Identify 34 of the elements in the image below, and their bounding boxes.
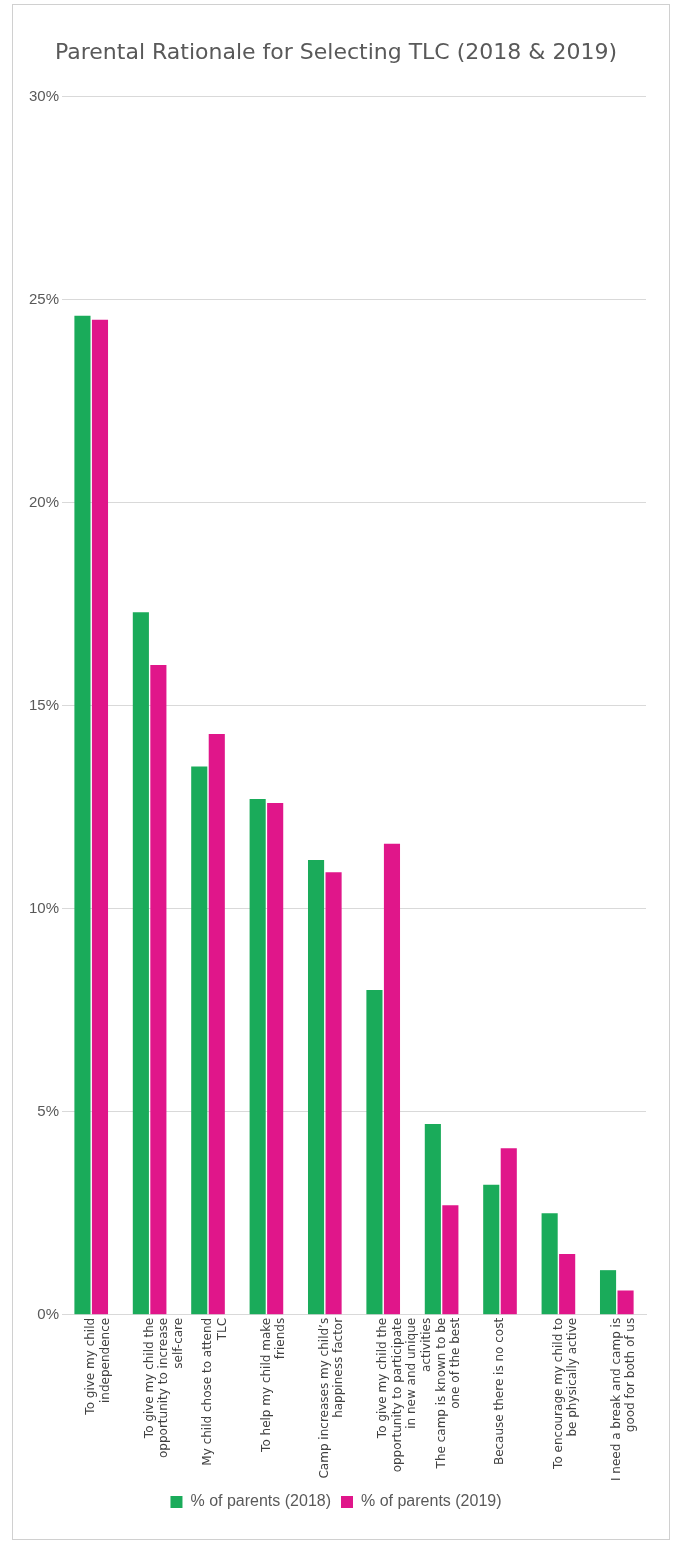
- bar: [249, 799, 266, 1315]
- x-tick-label: Because there is no cost: [492, 1317, 507, 1466]
- bar: [442, 1205, 459, 1315]
- x-tick-label: To give my child independence: [83, 1317, 112, 1416]
- y-tick-label: 15%: [28, 695, 60, 713]
- bar: [132, 612, 149, 1315]
- bar: [483, 1184, 500, 1315]
- y-tick-label: 10%: [28, 898, 60, 916]
- y-tick-label: 25%: [28, 289, 60, 307]
- bar: [617, 1290, 634, 1315]
- bar: [541, 1213, 558, 1315]
- x-tick-label: To help my child make friends: [258, 1317, 287, 1453]
- chart-title: Parental Rationale for Selecting TLC (2018 & 2019): [54, 38, 618, 64]
- bar: [383, 843, 401, 1315]
- bar: [599, 1270, 617, 1315]
- bar: [559, 1253, 576, 1315]
- y-tick-label: 5%: [37, 1101, 60, 1119]
- legend-label: % of parents (2019): [361, 1492, 502, 1510]
- y-tick-label: 0%: [37, 1304, 60, 1322]
- bar: [191, 766, 208, 1315]
- y-tick-label: 20%: [28, 492, 60, 510]
- bar: [500, 1148, 517, 1315]
- bar: [150, 665, 167, 1315]
- bar: [325, 872, 342, 1315]
- y-tick-label: 30%: [28, 86, 60, 104]
- bar: [307, 859, 325, 1315]
- bar: [74, 315, 91, 1315]
- bar: [366, 989, 383, 1315]
- bar: [267, 803, 284, 1315]
- legend-label: % of parents (2018): [190, 1492, 332, 1510]
- bar: [424, 1123, 441, 1315]
- bar: [91, 319, 109, 1315]
- x-tick-label: My child chose to attend TLC: [200, 1317, 229, 1466]
- bar: [208, 734, 225, 1315]
